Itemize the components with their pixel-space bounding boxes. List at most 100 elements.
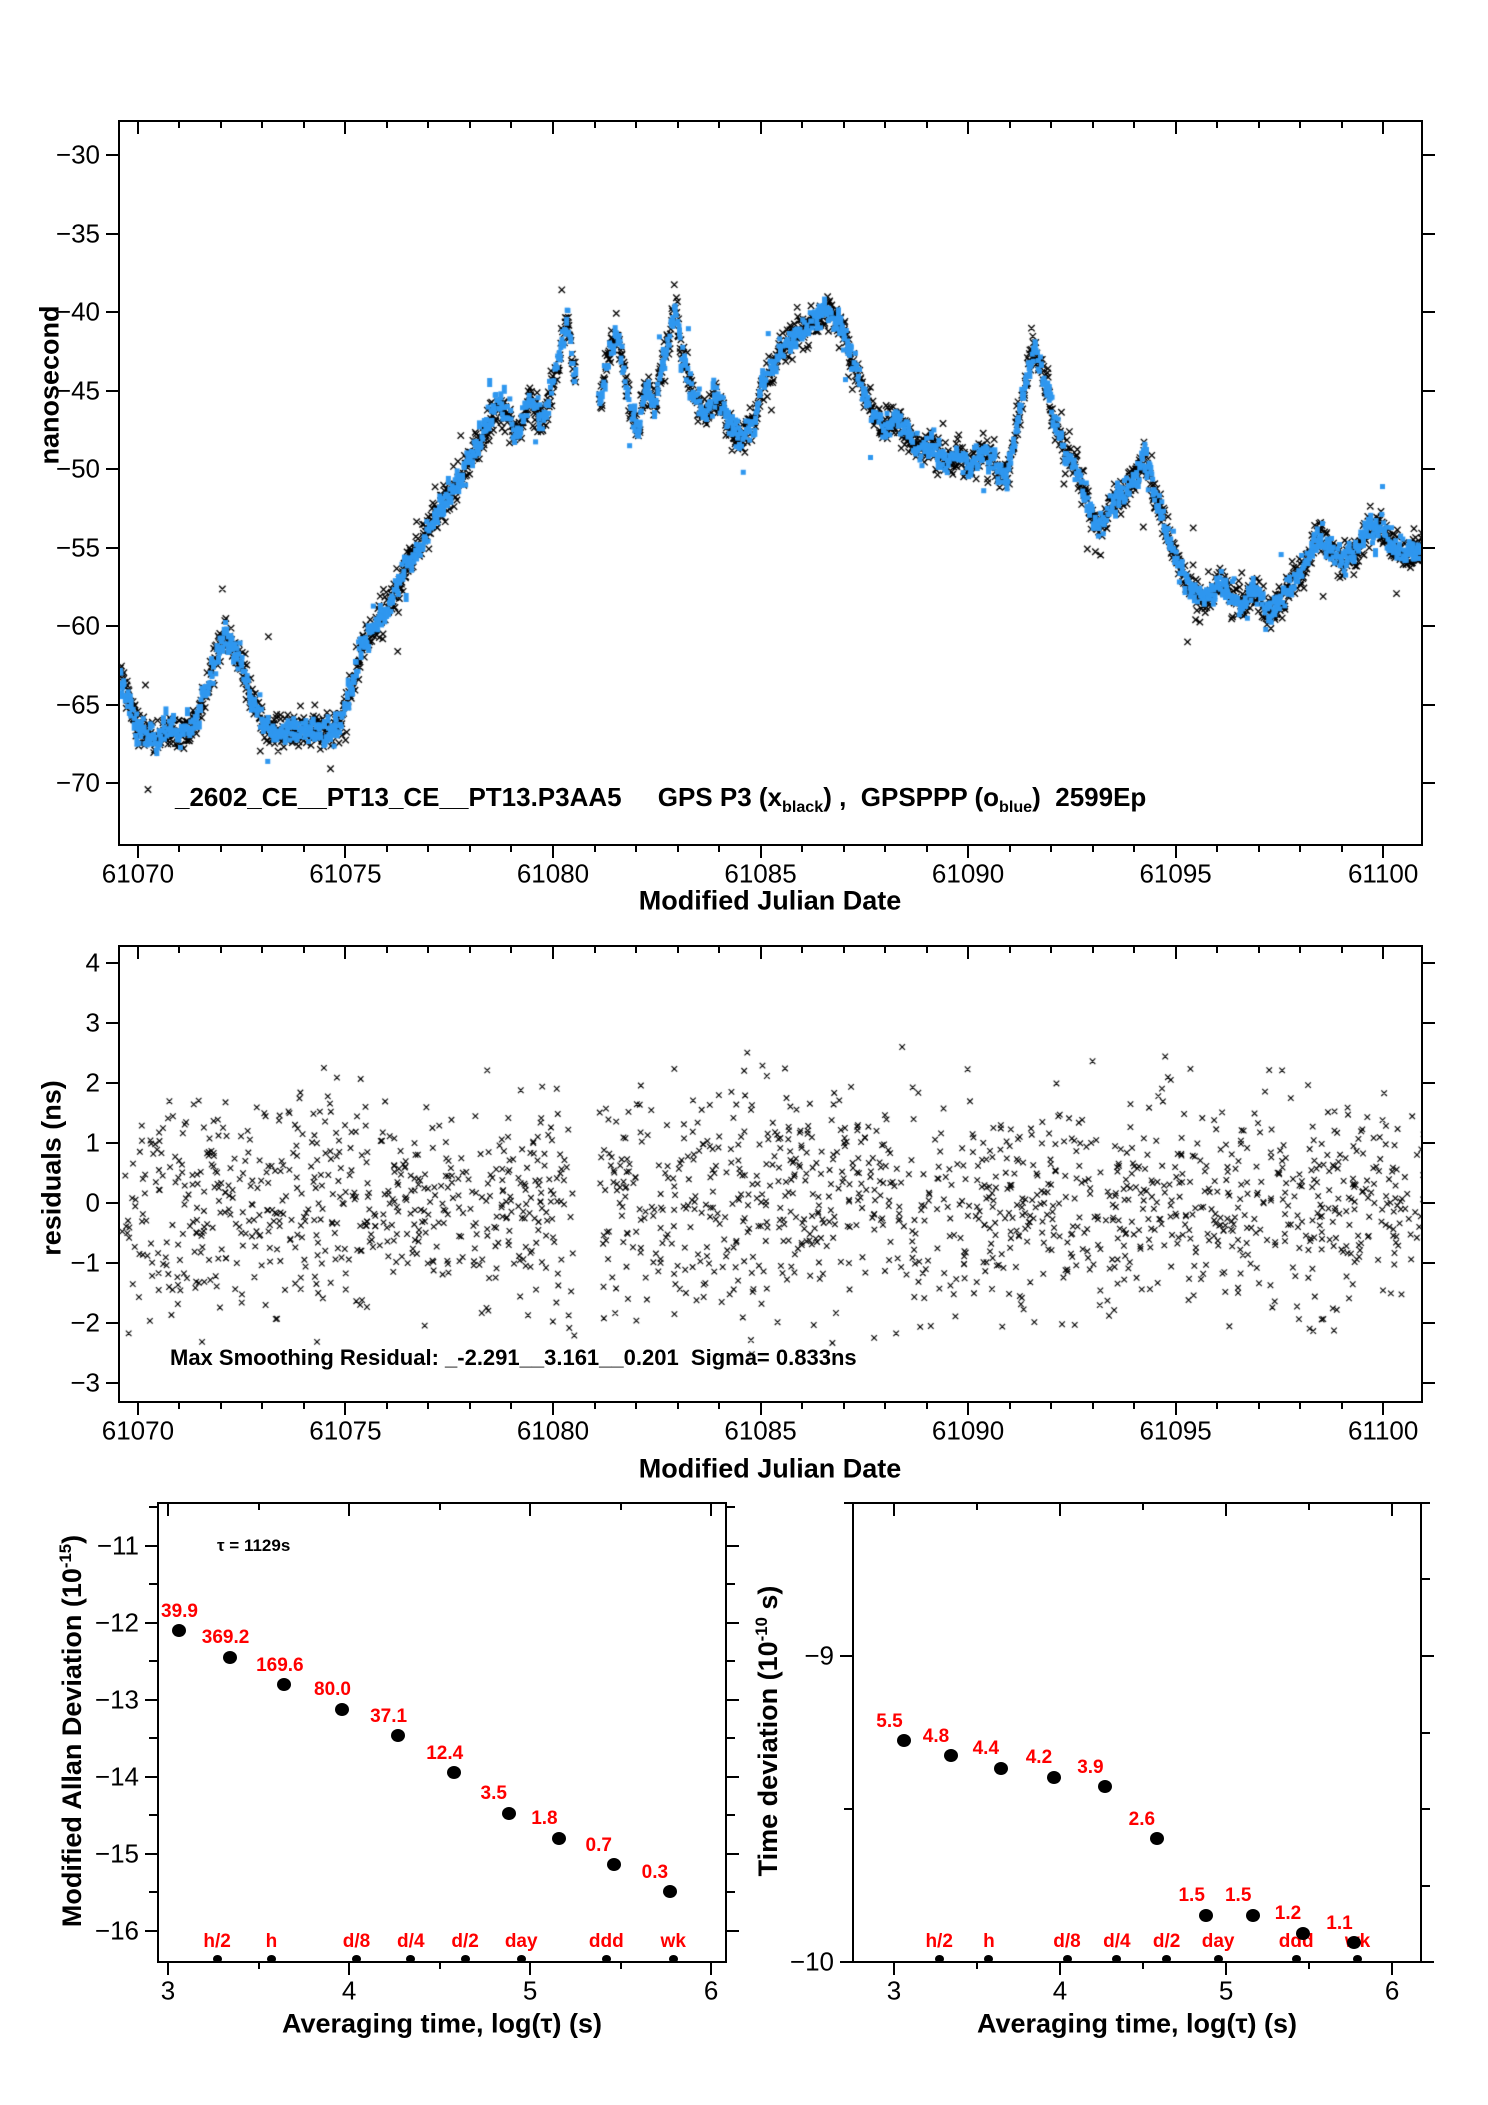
axis-tick [842,1401,845,1409]
y-tick-label: −16 [94,1915,139,1946]
axis-tick [106,1202,120,1205]
time-marker-label: d/8 [1053,1931,1081,1952]
axis-tick [593,844,596,852]
axis-tick [385,1401,388,1409]
x-axis-title-avg-time-right: Averaging time, log(τ) (s) [976,2008,1298,2039]
axis-tick [884,1401,887,1409]
axis-tick [468,844,471,852]
x-tick-label: 61085 [724,1415,797,1446]
axis-tick [893,1502,895,1516]
axis-tick [635,945,637,953]
axis-tick [1420,1808,1430,1811]
axis-tick [1421,625,1435,628]
axis-tick [261,1401,264,1409]
x-tick-label: 61095 [1139,1415,1212,1446]
axis-tick [468,945,471,953]
data-point [1295,1926,1310,1940]
axis-tick [552,945,554,959]
axis-tick [1391,1961,1394,1975]
axis-tick [219,120,222,128]
axis-tick [884,844,887,852]
axis-tick [1340,844,1343,852]
axis-tick [1421,1142,1435,1145]
axis-tick [1420,1501,1430,1504]
y-tick-label: −14 [94,1761,139,1792]
time-marker-dot [668,1955,678,1961]
axis-tick [1421,1082,1435,1085]
axis-tick [976,1502,979,1510]
axis-tick [178,1401,181,1409]
axis-tick [1421,703,1435,706]
axis-tick [893,1961,895,1975]
point-value-label: 3.9 [1077,1756,1104,1778]
time-marker-dot [984,1955,994,1961]
y-tick-label: −35 [55,218,100,249]
axis-tick [145,1852,159,1855]
axis-tick [106,962,120,964]
time-marker-label: wk [660,1931,686,1952]
axis-tick [1257,844,1260,852]
axis-tick [348,1961,351,1975]
point-value-label: 3.5 [480,1783,507,1805]
axis-tick [844,1808,854,1811]
time-marker-dot [1291,1955,1301,1961]
axis-tick [136,120,139,134]
axis-tick [710,1961,713,1975]
axis-tick [302,945,305,953]
axis-tick [1308,1961,1311,1969]
x-tick-label: 61070 [101,1415,175,1446]
axis-tick [976,1961,979,1969]
text-segment: ) 2599Ep [1032,782,1147,812]
axis-tick [145,1929,159,1932]
axis-tick [1059,1961,1062,1975]
x-tick-label: 61070 [101,858,175,889]
data-point [552,1831,567,1845]
y-tick-label: 0 [85,1187,100,1218]
axis-tick [106,1382,120,1385]
axis-tick [842,945,845,953]
axis-tick [619,1502,622,1510]
residuals-panel: Max Smoothing Residual: _-2.291__3.161__… [118,945,1423,1403]
x-tick-label: 61100 [1347,1415,1419,1446]
point-value-label: 169.6 [256,1654,304,1676]
axis-tick [149,1891,159,1894]
data-point [606,1858,621,1872]
axis-tick [725,1621,739,1624]
axis-tick [468,1401,471,1409]
axis-tick [967,945,970,959]
axis-tick [1050,945,1053,953]
x-axis-title-mjd-top: Modified Julian Date [638,885,902,916]
axis-tick [710,1502,713,1516]
axis-tick [725,1775,739,1778]
axis-tick [840,1654,854,1657]
axis-tick [1174,1401,1177,1415]
axis-tick [438,1961,441,1969]
axis-tick [725,1852,739,1855]
x-tick-label: 61090 [931,1415,1005,1446]
time-marker-dot [1062,1955,1072,1961]
axis-tick [1382,945,1385,959]
axis-tick [106,468,120,471]
time-marker-label: h/2 [203,1931,231,1952]
text-segment: blue [999,798,1033,817]
axis-tick [438,1502,441,1510]
y-tick-label: 1 [85,1127,100,1158]
axis-tick [1008,1401,1011,1409]
axis-tick [106,389,120,392]
time-marker-label: day [504,1931,538,1952]
axis-tick [106,703,120,706]
x-tick-label: 61085 [724,858,797,889]
axis-tick [1174,844,1177,858]
axis-tick [145,1544,159,1547]
axis-tick [1257,1401,1260,1409]
time-marker-label: d/2 [451,1931,479,1952]
axis-tick [1050,1401,1053,1409]
axis-tick [106,625,120,628]
axis-tick [1059,1502,1062,1516]
point-value-label: 1.5 [1178,1885,1205,1907]
axis-tick [1133,844,1136,852]
axis-tick [145,1775,159,1778]
text-segment: Modified Allan Deviation (10 [56,1568,87,1928]
axis-tick [1133,1401,1136,1409]
tdev-panel: h/2hd/8d/4d/2daydddwk5.54.84.44.23.92.61… [852,1502,1422,1963]
